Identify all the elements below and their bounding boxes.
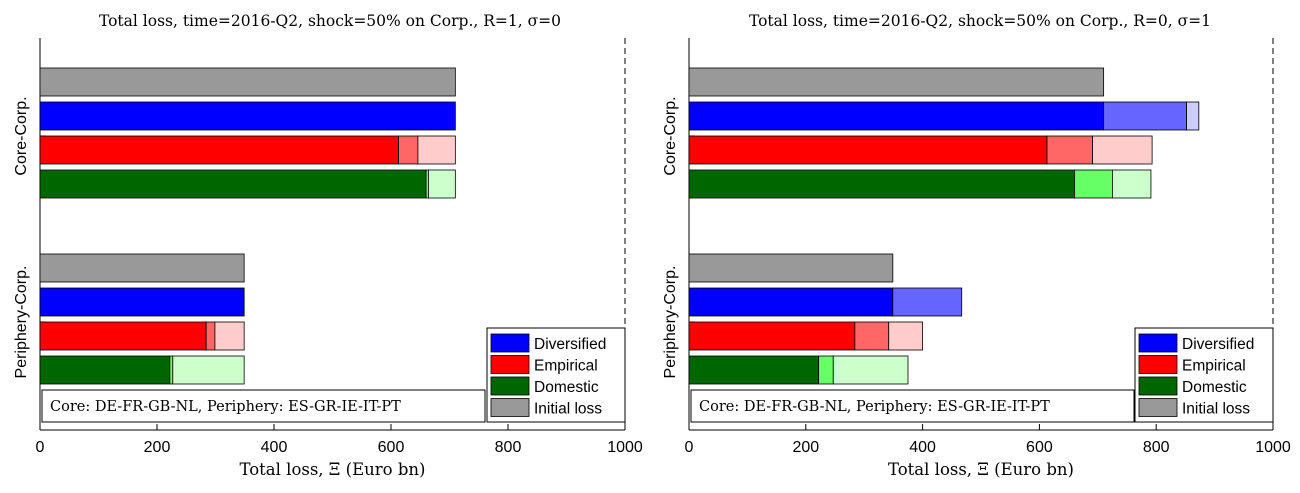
x-tick-label: 600 <box>378 439 405 456</box>
legend-label: Diversified <box>534 336 606 353</box>
chart-panel-1: Total loss, time=2016-Q2, shock=50% on C… <box>13 12 643 479</box>
x-tick-label: 0 <box>685 439 694 456</box>
bar-segment-empirical <box>39 321 207 351</box>
bar-segment-empirical <box>688 321 856 351</box>
bar-segment-diversified <box>892 287 963 317</box>
legend-label: Initial loss <box>1182 401 1250 418</box>
bar-segment-domestic <box>169 355 174 385</box>
legend-label: Domestic <box>1182 379 1247 396</box>
legend-swatch <box>1138 376 1178 396</box>
x-tick-label: 800 <box>1143 439 1170 456</box>
bar-segment-diversified <box>688 101 1105 131</box>
bar-segment-empirical <box>417 135 456 165</box>
bar-segment-initial-loss <box>39 253 245 283</box>
x-tick-label: 400 <box>261 439 288 456</box>
bar-segment-domestic <box>688 355 820 385</box>
bar-segment-diversified <box>688 287 894 317</box>
legend-label: Empirical <box>534 358 598 375</box>
x-tick-label: 1000 <box>1255 439 1291 456</box>
bar-segment-domestic <box>1112 169 1152 199</box>
bar-segment-domestic <box>428 169 456 199</box>
bar-segment-domestic <box>1074 169 1113 199</box>
bar-segment-diversified <box>39 287 245 317</box>
bar-segment-empirical <box>39 135 400 165</box>
legend-swatch <box>1138 398 1178 417</box>
x-tick-label: 0 <box>36 439 45 456</box>
group-label: Core-Corp. <box>13 96 30 175</box>
bar-segment-domestic <box>818 355 834 385</box>
bar-segment-domestic <box>39 169 427 199</box>
x-tick-label: 600 <box>1026 439 1053 456</box>
bar-segment-empirical <box>888 321 924 351</box>
group-label: Periphery-Corp. <box>662 266 679 379</box>
legend-label: Initial loss <box>534 401 602 418</box>
legend-label: Empirical <box>1182 358 1246 375</box>
bar-segment-empirical <box>1046 135 1093 165</box>
chart-panel-2: Total loss, time=2016-Q2, shock=50% on C… <box>662 12 1291 479</box>
bar-segment-domestic <box>688 169 1075 199</box>
x-tick-label: 200 <box>144 439 171 456</box>
legend-swatch <box>490 333 530 353</box>
bar-segment-domestic <box>832 355 909 385</box>
annotation-box <box>690 389 1135 423</box>
annotation-text: Core: DE-FR-GB-NL, Periphery: ES-GR-IE-I… <box>50 399 401 415</box>
bar-segment-empirical <box>205 321 216 351</box>
legend-label: Diversified <box>1182 336 1254 353</box>
legend: Diversified Empirical Domestic Initial loss <box>486 327 626 423</box>
bar-segment-initial-loss <box>688 67 1105 97</box>
bar-segment-empirical <box>854 321 890 351</box>
legend-swatch <box>1138 333 1178 353</box>
bar-segment-diversified <box>1103 101 1187 131</box>
bar-segment-empirical <box>1092 135 1153 165</box>
bar-segment-domestic <box>172 355 245 385</box>
x-axis-label: Total loss, Ξ (Euro bn) <box>888 460 1074 479</box>
legend-swatch <box>490 376 530 396</box>
group-label: Core-Corp. <box>662 96 679 175</box>
group-label: Periphery-Corp. <box>13 266 30 379</box>
legend-swatch <box>1138 355 1178 374</box>
x-tick-label: 1000 <box>607 439 643 456</box>
legend-swatch <box>490 355 530 374</box>
legend-swatch <box>490 398 530 417</box>
annotation-box <box>41 389 486 423</box>
bar-segment-empirical <box>688 135 1048 165</box>
bar-segment-diversified <box>1186 101 1200 131</box>
bar-segment-empirical <box>214 321 245 351</box>
legend-label: Domestic <box>534 379 599 396</box>
bar-segment-initial-loss <box>39 67 456 97</box>
x-tick-label: 200 <box>792 439 819 456</box>
bar-segment-domestic <box>39 355 171 385</box>
chart-title: Total loss, time=2016-Q2, shock=50% on C… <box>99 12 561 30</box>
bar-segment-initial-loss <box>688 253 894 283</box>
legend: Diversified Empirical Domestic Initial loss <box>1134 327 1274 423</box>
x-tick-label: 800 <box>495 439 522 456</box>
x-axis-label: Total loss, Ξ (Euro bn) <box>240 460 426 479</box>
bar-segment-diversified <box>39 101 456 131</box>
x-tick-label: 400 <box>909 439 936 456</box>
chart-title: Total loss, time=2016-Q2, shock=50% on C… <box>749 12 1211 30</box>
annotation-text: Core: DE-FR-GB-NL, Periphery: ES-GR-IE-I… <box>699 399 1050 415</box>
bar-segment-empirical <box>398 135 419 165</box>
